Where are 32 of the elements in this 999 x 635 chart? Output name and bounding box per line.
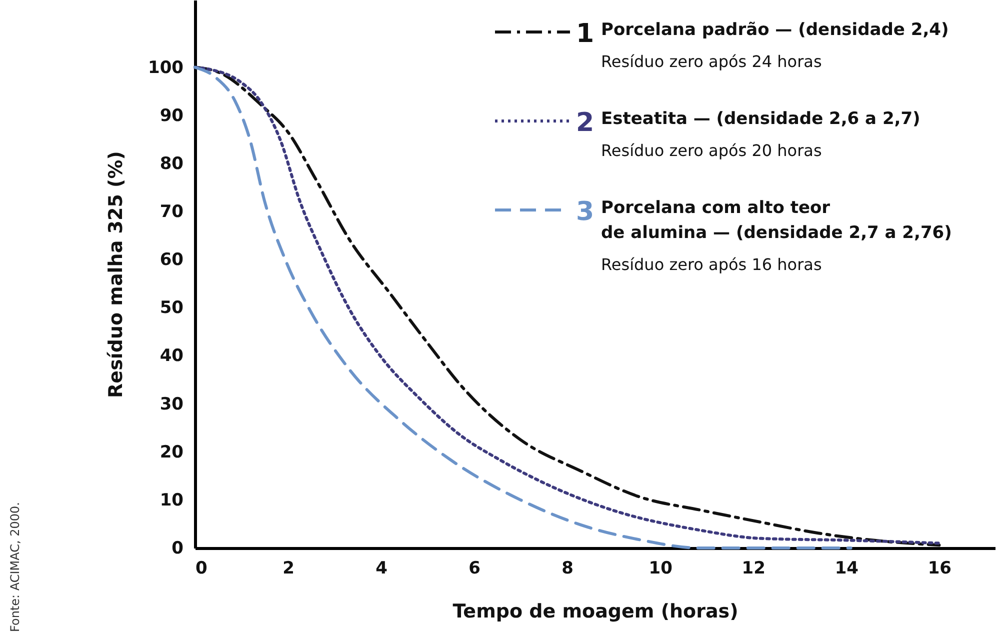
y-tick-label: 100 — [148, 58, 184, 78]
x-tick-label: 4 — [376, 558, 388, 578]
x-tick-label: 16 — [928, 558, 952, 578]
annotation: Resíduo zero após 16 horas — [601, 255, 822, 274]
y-tick-label: 0 — [172, 538, 184, 558]
x-tick-label: 0 — [196, 558, 208, 578]
annotation: Resíduo zero após 24 horas — [601, 52, 822, 71]
x-tick-label: 10 — [648, 558, 673, 578]
annotation: 2 — [576, 108, 594, 138]
y-tick-label: 50 — [160, 298, 184, 318]
y-tick-label: 90 — [160, 106, 184, 126]
y-tick-label: 60 — [160, 250, 184, 270]
x-tick-label: 8 — [562, 558, 574, 578]
legend-label: Porcelana com alto teor de alumina — (densidade 2,7 a 2,76) — [601, 198, 952, 243]
y-axis-title: Resíduo malha 325 (%) — [105, 151, 128, 398]
x-tick-label: 12 — [742, 558, 766, 578]
y-tick-label: 20 — [160, 442, 184, 462]
x-tick-label: 6 — [468, 558, 480, 578]
y-tick-label: 40 — [160, 346, 184, 366]
source-note: Fonte: ACIMAC, 2000. — [8, 502, 22, 632]
annotation: Resíduo zero após 20 horas — [601, 141, 822, 160]
y-tick-label: 80 — [160, 154, 184, 174]
y-tick-label: 10 — [160, 490, 184, 510]
x-tick-label: 2 — [282, 558, 294, 578]
annotation: 3 — [576, 197, 594, 227]
legend-label: Porcelana padrão — (densidade 2,4) — [601, 20, 949, 40]
x-axis-title: Tempo de moagem (horas) — [452, 600, 738, 622]
annotation: 1 — [576, 19, 594, 49]
y-tick-label: 70 — [160, 202, 184, 222]
legend-label: Esteatita — (densidade 2,6 a 2,7) — [601, 109, 920, 129]
y-tick-label: 30 — [160, 394, 184, 414]
x-tick-label: 14 — [834, 558, 859, 578]
